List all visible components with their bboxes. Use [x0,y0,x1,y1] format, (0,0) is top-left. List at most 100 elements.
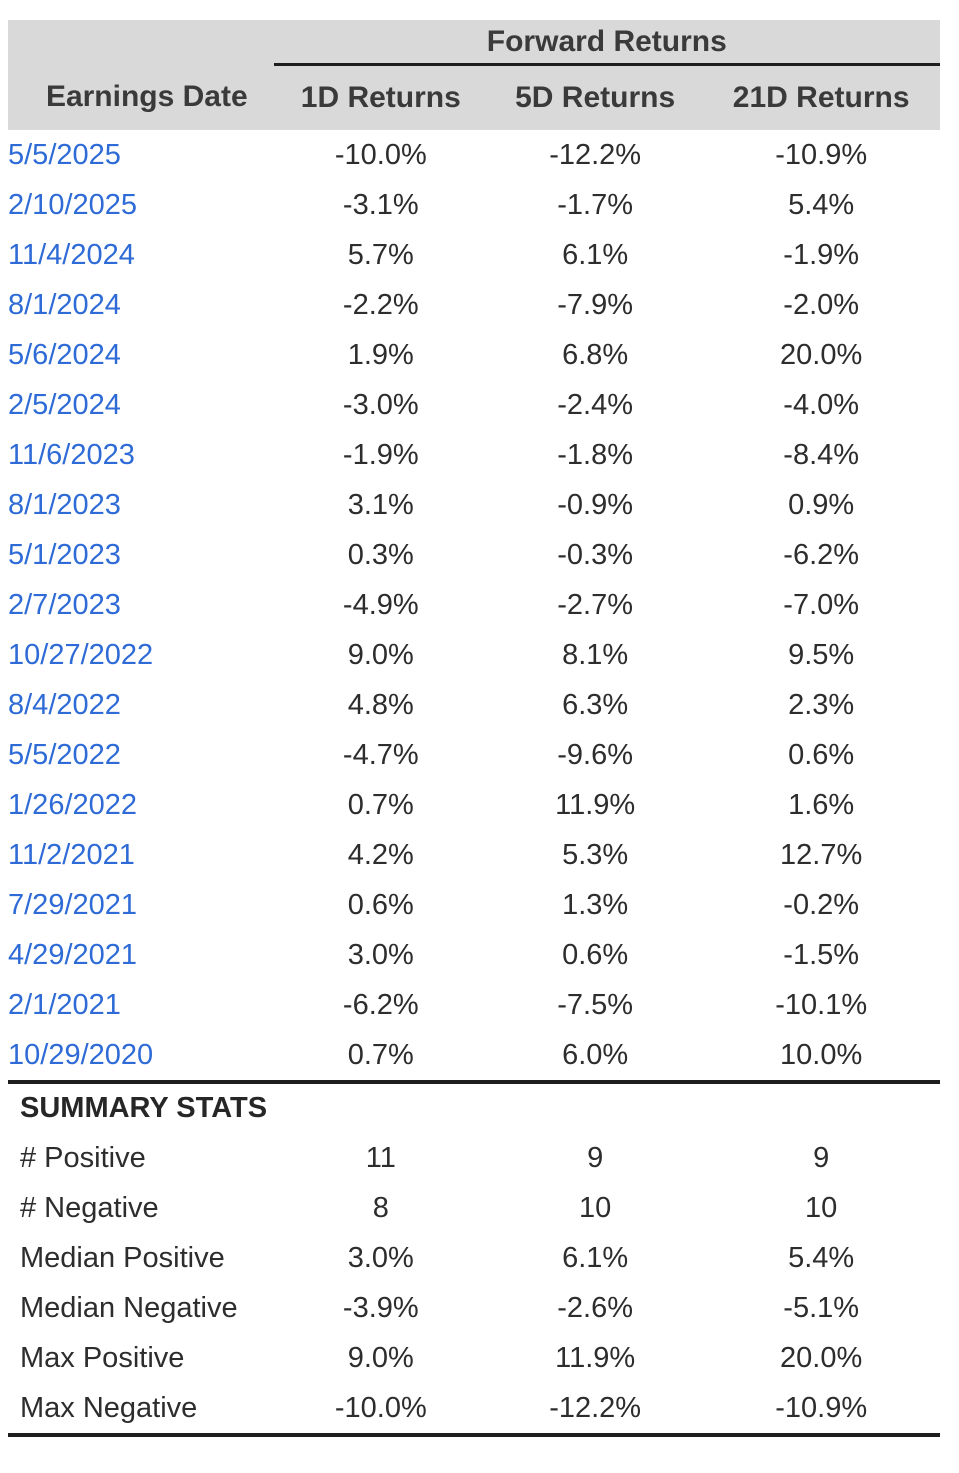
table-row: 11/4/2024 5.7% 6.1% -1.9% [8,230,940,280]
earnings-date-link[interactable]: 11/6/2023 [8,438,135,471]
earnings-date-link[interactable]: 7/29/2021 [8,888,138,921]
col-header-1d-returns: 1D Returns [273,64,488,130]
summary-21d-value: -5.1% [783,1291,860,1324]
return-5d-value: 0.6% [562,938,629,971]
earnings-date-link[interactable]: 10/27/2022 [8,638,154,671]
summary-row: # Positive 11 9 9 [8,1133,940,1183]
table-row: 10/27/2022 9.0% 8.1% 9.5% [8,630,940,680]
earnings-date-link[interactable]: 5/6/2024 [8,338,121,371]
return-1d-value: 3.0% [347,938,414,971]
summary-5d-value: -2.6% [557,1291,634,1324]
summary-1d-value: 11 [365,1141,396,1174]
summary-5d-value: 11.9% [555,1341,636,1374]
return-5d-value: -2.4% [557,388,634,421]
return-5d-value: 5.3% [562,838,629,871]
return-1d-value: 0.7% [347,1038,414,1071]
earnings-date-link[interactable]: 11/4/2024 [8,238,135,271]
summary-5d-value: 9 [587,1141,604,1174]
return-21d-value: 2.3% [788,688,855,721]
table-row: 11/2/2021 4.2% 5.3% 12.7% [8,830,940,880]
summary-21d-value: 10 [805,1191,838,1224]
return-1d-value: -6.2% [342,988,419,1021]
return-1d-value: -2.2% [342,288,419,321]
summary-1d-value: 3.0% [347,1241,414,1274]
earnings-date-link[interactable]: 8/1/2023 [8,488,121,521]
summary-21d-value: 9 [813,1141,830,1174]
return-21d-value: 20.0% [780,338,863,371]
earnings-date-link[interactable]: 2/10/2025 [8,188,138,221]
return-5d-value: 6.0% [562,1038,629,1071]
earnings-date-link[interactable]: 4/29/2021 [8,938,138,971]
return-21d-value: -10.1% [775,988,868,1021]
summary-row: Max Positive 9.0% 11.9% 20.0% [8,1333,940,1383]
earnings-date-link[interactable]: 2/5/2024 [8,388,121,421]
table-row: 11/6/2023 -1.9% -1.8% -8.4% [8,430,940,480]
return-5d-value: 11.9% [555,788,636,821]
summary-1d-value: 9.0% [347,1341,414,1374]
return-21d-value: 0.9% [788,488,855,521]
table-row: 2/10/2025 -3.1% -1.7% 5.4% [8,180,940,230]
column-header-row: Earnings Date 1D Returns 5D Returns 21D … [8,64,940,130]
table-row: 7/29/2021 0.6% 1.3% -0.2% [8,880,940,930]
earnings-date-link[interactable]: 10/29/2020 [8,1038,154,1071]
summary-stat-label: # Negative [20,1191,159,1224]
summary-21d-value: -10.9% [702,1383,940,1437]
summary-row: Max Negative -10.0% -12.2% -10.9% [8,1383,940,1437]
earnings-date-link[interactable]: 2/7/2023 [8,588,121,621]
summary-1d-value: 8 [372,1191,389,1224]
summary-21d-value: 20.0% [780,1341,863,1374]
earnings-date-link[interactable]: 2/1/2021 [8,988,121,1021]
return-21d-value: -0.2% [783,888,860,921]
return-5d-value: -2.7% [557,588,634,621]
return-5d-value: -12.2% [549,138,642,171]
return-1d-value: 1.9% [347,338,414,371]
return-21d-value: 0.6% [788,738,855,771]
summary-21d-value: 5.4% [788,1241,855,1274]
return-5d-value: -1.8% [557,438,634,471]
table-row: 5/1/2023 0.3% -0.3% -6.2% [8,530,940,580]
table-row: 2/7/2023 -4.9% -2.7% -7.0% [8,580,940,630]
return-5d-value: 6.3% [562,688,629,721]
summary-5d-value: -12.2% [487,1383,703,1437]
table-row: 5/5/2022 -4.7% -9.6% 0.6% [8,730,940,780]
earnings-date-link[interactable]: 8/1/2024 [8,288,121,321]
table-row: 4/29/2021 3.0% 0.6% -1.5% [8,930,940,980]
return-21d-value: -4.0% [783,388,860,421]
return-5d-value: -0.9% [557,488,634,521]
return-1d-value: -4.9% [342,588,419,621]
summary-5d-value: 10 [579,1191,612,1224]
col-header-5d-returns: 5D Returns [487,64,703,130]
summary-stat-label: Max Positive [20,1341,185,1374]
return-1d-value: -4.7% [342,738,419,771]
return-1d-value: 5.7% [347,238,414,271]
forward-returns-table: Forward Returns Earnings Date 1D Returns… [8,20,940,1437]
return-21d-value: -1.5% [783,938,860,971]
return-21d-value: -1.9% [783,238,860,271]
earnings-date-link[interactable]: 5/5/2025 [8,138,121,171]
return-5d-value: -9.6% [557,738,634,771]
return-5d-value: 8.1% [562,638,629,671]
earnings-date-link[interactable]: 5/1/2023 [8,538,121,571]
summary-5d-value: 6.1% [562,1241,629,1274]
return-1d-value: 3.1% [347,488,414,521]
earnings-date-link[interactable]: 1/26/2022 [8,788,138,821]
earnings-date-link[interactable]: 8/4/2022 [8,688,121,721]
earnings-date-link[interactable]: 11/2/2021 [8,838,135,871]
earnings-date-link[interactable]: 5/5/2022 [8,738,121,771]
summary-stat-label: # Positive [20,1141,146,1174]
table-row: 8/1/2024 -2.2% -7.9% -2.0% [8,280,940,330]
return-21d-value: 12.7% [780,838,863,871]
table-row: 5/5/2025 -10.0% -12.2% -10.9% [8,130,940,180]
data-body: 5/5/2025 -10.0% -12.2% -10.9% 2/10/2025 … [8,130,940,1082]
return-5d-value: -7.5% [557,988,634,1021]
return-21d-value: -8.4% [783,438,860,471]
summary-1d-value: -10.0% [273,1383,488,1437]
table-row: 1/26/2022 0.7% 11.9% 1.6% [8,780,940,830]
summary-stats-title: SUMMARY STATS [8,1080,940,1133]
summary-stat-label: Median Positive [20,1241,225,1274]
col-header-21d-returns: 21D Returns [702,64,940,130]
return-1d-value: -3.0% [342,388,419,421]
corner-cell [8,20,274,65]
return-5d-value: -7.9% [557,288,634,321]
